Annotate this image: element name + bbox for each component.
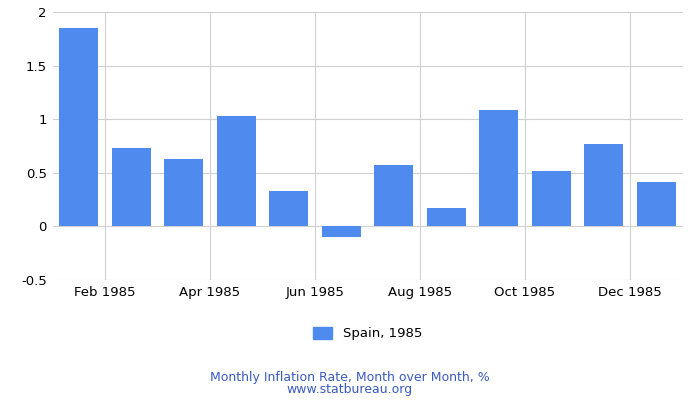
Text: www.statbureau.org: www.statbureau.org (287, 384, 413, 396)
Bar (374, 165, 414, 226)
Text: Monthly Inflation Rate, Month over Month, %: Monthly Inflation Rate, Month over Month… (210, 372, 490, 384)
Bar (216, 116, 256, 226)
Bar (164, 159, 204, 226)
Bar (584, 144, 624, 226)
Bar (59, 28, 99, 226)
Bar (426, 208, 466, 226)
Bar (636, 182, 676, 226)
Bar (321, 226, 361, 237)
Legend: Spain, 1985: Spain, 1985 (307, 322, 428, 346)
Bar (479, 110, 519, 226)
Bar (531, 171, 571, 226)
Bar (111, 148, 151, 226)
Bar (269, 191, 309, 226)
